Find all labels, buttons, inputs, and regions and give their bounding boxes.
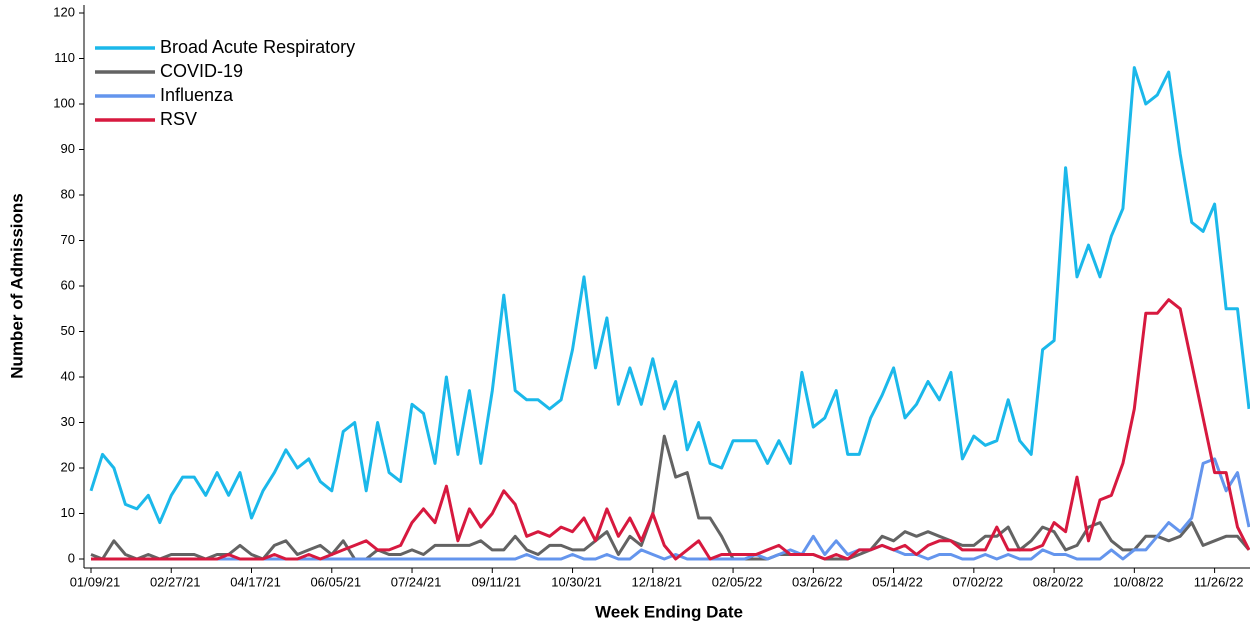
x-tick-label: 04/17/21 bbox=[230, 574, 281, 589]
x-tick-label: 08/20/22 bbox=[1033, 574, 1084, 589]
y-tick-label: 20 bbox=[61, 459, 75, 474]
series-line bbox=[91, 457, 1250, 561]
x-axis-title: Week Ending Date bbox=[595, 602, 743, 621]
x-tick-label: 11/26/22 bbox=[1194, 574, 1244, 589]
series-line bbox=[90, 434, 1250, 561]
x-tick-label: 05/14/22 bbox=[872, 574, 923, 589]
y-tick-label: 80 bbox=[61, 186, 75, 201]
y-tick-label: 120 bbox=[53, 4, 75, 19]
y-tick-label: 90 bbox=[61, 141, 75, 156]
x-tick-label: 06/05/21 bbox=[310, 574, 361, 589]
x-tick-label: 10/30/21 bbox=[551, 574, 602, 589]
x-tick-label: 07/02/22 bbox=[953, 574, 1004, 589]
y-tick-label: 10 bbox=[61, 505, 75, 520]
x-tick-label: 03/26/22 bbox=[792, 574, 843, 589]
x-tick-label: 02/05/22 bbox=[712, 574, 763, 589]
y-tick-label: 110 bbox=[54, 50, 75, 65]
y-tick-label: 60 bbox=[61, 277, 75, 292]
y-tick-label: 70 bbox=[61, 232, 75, 247]
series-line bbox=[91, 298, 1250, 561]
x-tick-label: 07/24/21 bbox=[391, 574, 442, 589]
legend-label: COVID-19 bbox=[160, 61, 243, 81]
legend-label: Broad Acute Respiratory bbox=[160, 37, 355, 57]
y-axis-title: Number of Admissions bbox=[7, 193, 26, 378]
x-tick-label: 02/27/21 bbox=[150, 574, 201, 589]
y-tick-label: 100 bbox=[53, 95, 75, 110]
y-tick-label: 50 bbox=[61, 323, 75, 338]
series-line bbox=[89, 66, 1250, 525]
y-tick-label: 40 bbox=[61, 368, 75, 383]
y-tick-label: 0 bbox=[68, 550, 75, 565]
legend-label: RSV bbox=[160, 109, 197, 129]
x-tick-label: 09/11/21 bbox=[471, 574, 521, 589]
x-tick-label: 10/08/22 bbox=[1113, 574, 1164, 589]
x-tick-label: 12/18/21 bbox=[631, 574, 682, 589]
legend-label: Influenza bbox=[160, 85, 234, 105]
y-tick-label: 30 bbox=[61, 414, 75, 429]
x-tick-label: 01/09/21 bbox=[70, 574, 121, 589]
